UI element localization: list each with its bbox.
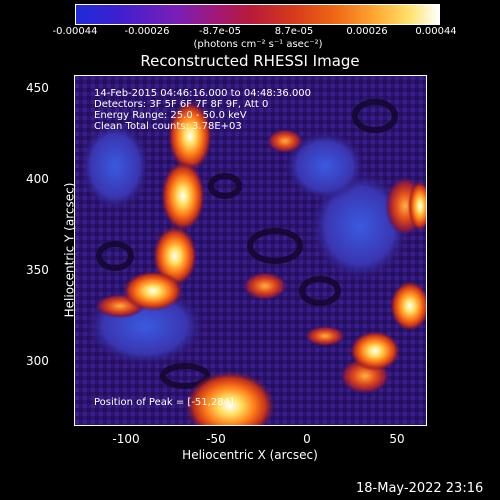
colorbar-tick: 0.00044 [415,26,457,37]
energy-range-label: Energy Range: 25.0 - 50.0 keV [94,110,247,121]
algorithm-counts-label: Clean Total counts: 3.78E+03 [94,121,242,132]
colorbar-tick: -8.7e-05 [199,26,241,37]
peak-position-label: Position of Peak = [-51,284] [94,397,234,408]
x-tick-label: -100 [112,432,140,446]
colorbar [75,4,440,25]
timestamp-footer: 18-May-2022 23:16 [356,481,484,496]
colorbar-tick: -0.00026 [124,26,170,37]
detectors-label: Detectors: 3F 5F 6F 7F 8F 9F, Att 0 [94,99,269,110]
plot-title: Reconstructed RHESSI Image [140,52,360,70]
x-tick-label: 50 [389,432,405,446]
y-tick-label: 350 [26,263,49,277]
image-plot: 14-Feb-2015 04:46:16.000 to 04:48:36.000… [74,75,427,426]
x-tick-label: -50 [206,432,226,446]
y-tick-label: 300 [26,354,49,368]
colorbar-unit: (photons cm⁻² s⁻¹ asec⁻²) [193,39,323,50]
y-tick-label: 400 [26,172,49,186]
x-axis-label: Heliocentric X (arcsec) [182,448,318,462]
y-tick-label: 450 [26,81,49,95]
colorbar-tick: 8.7e-05 [274,26,314,37]
time-range-label: 14-Feb-2015 04:46:16.000 to 04:48:36.000 [94,88,312,99]
rhessi-image [75,76,426,425]
y-axis-label: Heliocentric Y (arcsec) [62,182,77,318]
colorbar-tick: 0.00026 [346,26,388,37]
colorbar-tick: -0.00044 [52,26,98,37]
x-tick-label: 0 [303,432,311,446]
